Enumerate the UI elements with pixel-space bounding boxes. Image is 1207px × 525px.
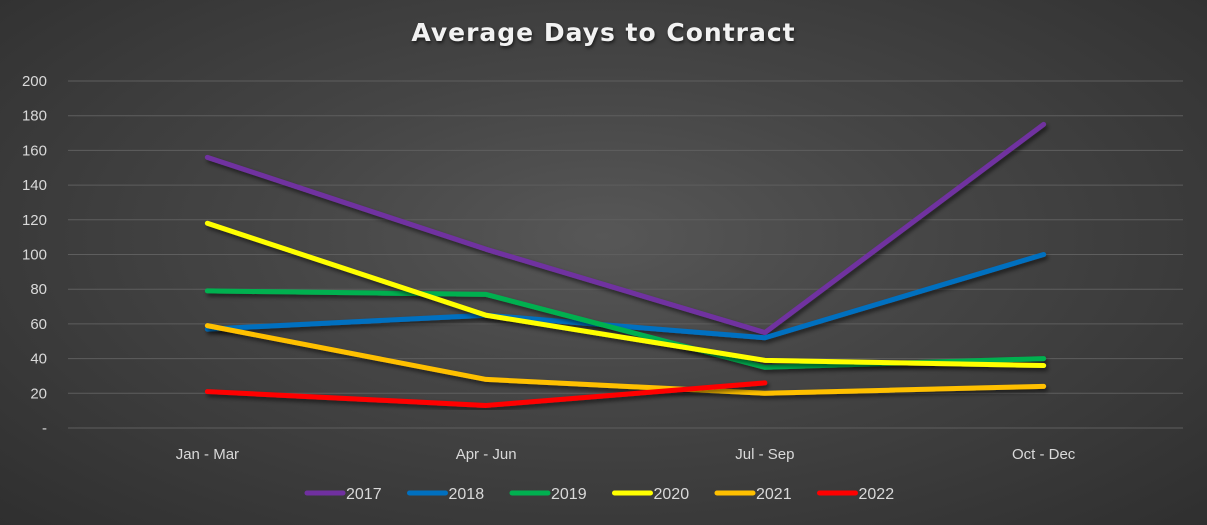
y-tick-label: 100 — [22, 247, 47, 264]
legend-label: 2017 — [346, 486, 382, 503]
legend-item-2017: 2017 — [304, 486, 382, 503]
y-tick-label: 120 — [22, 212, 47, 229]
x-tick-label: Jul - Sep — [735, 446, 794, 463]
y-tick-label: 180 — [22, 108, 47, 125]
series-line-2022 — [204, 380, 768, 408]
legend-label: 2018 — [449, 486, 485, 503]
gridlines — [68, 80, 1183, 429]
series-line-2021 — [204, 323, 1047, 396]
series-line-2020 — [204, 220, 1047, 369]
series-line-2018 — [204, 252, 1047, 341]
y-tick-label: 20 — [30, 385, 47, 402]
legend-label: 2021 — [756, 486, 792, 503]
legend-item-2021: 2021 — [714, 486, 792, 503]
series-lines — [204, 121, 1047, 408]
legend-item-2022: 2022 — [817, 486, 895, 503]
x-tick-label: Jan - Mar — [176, 446, 239, 463]
chart-title: Average Days to Contract — [411, 18, 796, 47]
y-tick-label: 140 — [22, 177, 47, 194]
x-tick-label: Oct - Dec — [1012, 446, 1076, 463]
legend-label: 2022 — [859, 486, 895, 503]
y-tick-label: 80 — [30, 281, 47, 298]
series-line-2019 — [204, 288, 1047, 370]
legend-item-2019: 2019 — [509, 486, 587, 503]
legend: 2017 2018 2019 2020 2021 2022 — [304, 486, 895, 503]
legend-label: 2020 — [654, 486, 690, 503]
x-axis: Jan - Mar Apr - Jun Jul - Sep Oct - Dec — [176, 446, 1076, 463]
legend-item-2018: 2018 — [407, 486, 485, 503]
y-tick-label: - — [42, 420, 47, 437]
y-axis: - 20 40 60 80 100 120 140 160 180 200 — [22, 73, 47, 437]
y-tick-label: 40 — [30, 351, 47, 368]
legend-label: 2019 — [551, 486, 587, 503]
y-tick-label: 200 — [22, 73, 47, 90]
y-tick-label: 160 — [22, 142, 47, 159]
x-tick-label: Apr - Jun — [456, 446, 517, 463]
series-line-2017 — [204, 121, 1047, 336]
legend-item-2020: 2020 — [612, 486, 690, 503]
y-tick-label: 60 — [30, 316, 47, 333]
